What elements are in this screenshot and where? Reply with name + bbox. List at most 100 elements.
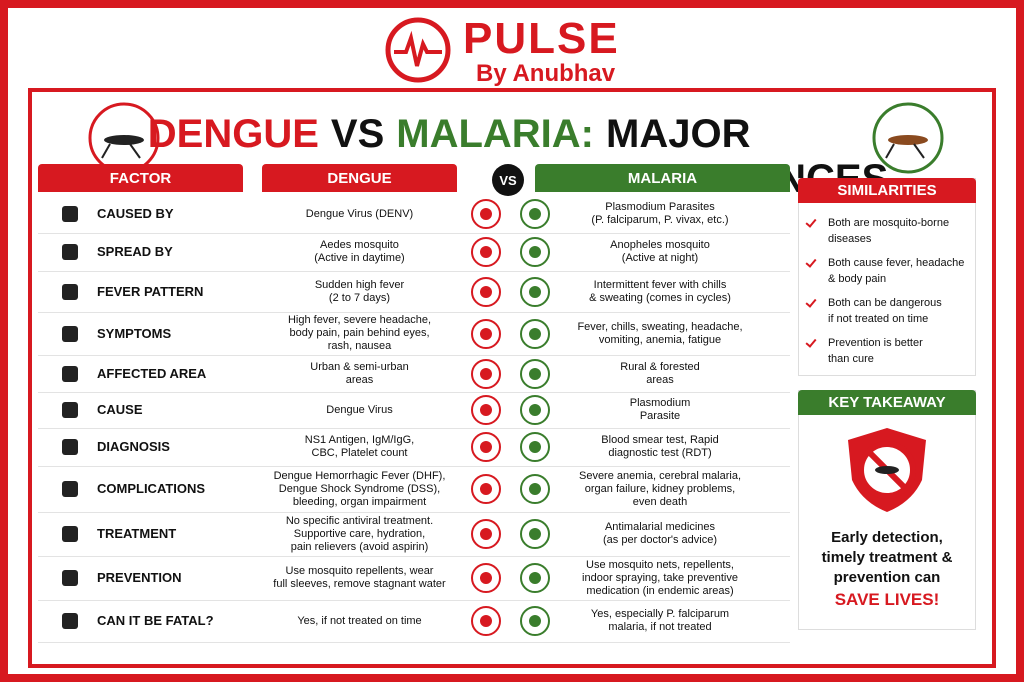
cell-line: Urban & semi-urban bbox=[310, 360, 409, 373]
cell-line: medication (in endemic areas) bbox=[586, 584, 734, 597]
cell-line: vomiting, anemia, fatigue bbox=[598, 333, 722, 346]
row-divider bbox=[38, 233, 790, 234]
dengue-row-icon bbox=[471, 199, 501, 229]
cell-line: pain relievers (avoid aspirin) bbox=[290, 540, 429, 553]
item-line: if not treated on time bbox=[828, 313, 929, 325]
cell-line: Dengue Virus bbox=[326, 403, 393, 416]
factor-label: CAUSE bbox=[97, 402, 143, 417]
malaria-cell: Anopheles mosquito (Active at night) bbox=[560, 233, 760, 271]
cell-line: NS1 Antigen, IgM/IgG, bbox=[304, 434, 415, 446]
takeaway-text: Early detection, timely treatment & preven… bbox=[798, 528, 976, 610]
header-dengue: DENGUE bbox=[262, 164, 457, 192]
malaria-cell: Plasmodium Parasites (P. falciparum, P. v… bbox=[560, 195, 760, 233]
cell-line: Anopheles mosquito bbox=[610, 239, 710, 251]
malaria-cell: Blood smear test, Rapid diagnostic test (… bbox=[560, 428, 760, 466]
malaria-row-icon bbox=[520, 237, 550, 267]
similarities-title: SIMILARITIES bbox=[798, 178, 976, 203]
factor-label: CAN IT BE FATAL? bbox=[97, 613, 214, 628]
cell-line: full sleeves, remove stagnant water bbox=[273, 578, 446, 590]
takeaway-line: timely treatment & bbox=[821, 549, 953, 566]
malaria-row-icon bbox=[520, 395, 550, 425]
malaria-row-icon bbox=[520, 606, 550, 636]
cell-line: Dengue Hemorrhagic Fever (DHF), bbox=[273, 469, 446, 482]
cell-line: (as per doctor's advice) bbox=[603, 534, 717, 546]
header-malaria: MALARIA bbox=[535, 164, 790, 192]
row-divider bbox=[38, 355, 790, 356]
factor-label: PREVENTION bbox=[97, 570, 182, 585]
factor-label: AFFECTED AREA bbox=[97, 365, 207, 381]
dengue-cell: No specific antiviral treatment. Supporti… bbox=[262, 512, 457, 556]
factor-icon bbox=[62, 365, 78, 382]
cell-line: rash, nausea bbox=[327, 340, 392, 352]
factor-icon bbox=[62, 244, 78, 260]
cell-line: organ failure, kidney problems, bbox=[584, 482, 736, 495]
brand-byline: By Anubhav bbox=[476, 60, 616, 87]
dengue-cell: Use mosquito repellents, wear full sleeve… bbox=[262, 556, 457, 600]
factor-icon bbox=[62, 570, 78, 586]
factor-icon bbox=[62, 283, 78, 300]
factor-label: CAUSED BY bbox=[97, 206, 174, 221]
item-line: Both are mosquito-borne bbox=[828, 217, 950, 229]
factor-icon bbox=[62, 206, 78, 222]
cell-line: body pain, pain behind eyes, bbox=[289, 327, 430, 339]
cell-line: even death bbox=[632, 495, 688, 508]
header-vs: VS bbox=[492, 164, 524, 196]
malaria-row-icon bbox=[520, 199, 550, 229]
malaria-row-icon bbox=[520, 563, 550, 593]
dengue-row-icon bbox=[471, 606, 501, 636]
malaria-cell: Plasmodium Parasite bbox=[560, 392, 760, 428]
row-divider bbox=[38, 392, 790, 393]
row-divider bbox=[38, 312, 790, 313]
row-divider bbox=[38, 428, 790, 429]
item-line: than cure bbox=[828, 353, 874, 365]
dengue-cell: Sudden high fever (2 to 7 days) bbox=[262, 271, 457, 312]
cell-line: diagnostic test (RDT) bbox=[608, 447, 712, 459]
cell-line: Plasmodium Parasites bbox=[605, 201, 715, 213]
factor-label: SYMPTOMS bbox=[97, 325, 172, 341]
similarity-item: Prevention is better than cure bbox=[828, 335, 923, 367]
dengue-row-icon bbox=[471, 358, 501, 389]
cell-line: Yes, if not treated on time bbox=[297, 614, 422, 627]
title-part: VS bbox=[330, 112, 385, 156]
malaria-row-icon bbox=[520, 358, 550, 389]
malaria-row-icon bbox=[520, 474, 550, 504]
dengue-row-icon bbox=[471, 276, 501, 307]
cell-line: bleeding, organ impairment bbox=[292, 495, 427, 508]
logo bbox=[385, 17, 451, 83]
cell-line: Blood smear test, Rapid bbox=[601, 434, 719, 446]
dengue-cell: High fever, severe headache, body pain, p… bbox=[262, 312, 457, 355]
cell-line: areas bbox=[345, 373, 374, 386]
factor-icon bbox=[62, 439, 78, 455]
factor-label: DIAGNOSIS bbox=[97, 439, 170, 454]
dengue-cell: NS1 Antigen, IgM/IgG, CBC, Platelet count bbox=[262, 428, 457, 466]
cell-line: Sudden high fever bbox=[314, 278, 405, 291]
dengue-row-icon bbox=[471, 318, 501, 349]
item-line: Both cause fever, headache bbox=[828, 257, 965, 269]
dengue-row-icon bbox=[471, 237, 501, 267]
factor-icon bbox=[62, 613, 78, 629]
row-divider bbox=[38, 466, 790, 467]
malaria-row-icon bbox=[520, 519, 550, 549]
malaria-row-icon bbox=[520, 432, 550, 462]
brand-name: PULSE bbox=[463, 14, 620, 63]
row-divider bbox=[38, 271, 790, 272]
cell-line: indoor spraying, take preventive bbox=[582, 571, 738, 584]
row-divider bbox=[38, 600, 790, 601]
malaria-icon bbox=[872, 102, 944, 174]
dengue-row-icon bbox=[471, 519, 501, 549]
dengue-row-icon bbox=[471, 474, 501, 504]
cell-line: Use mosquito repellents, wear bbox=[285, 565, 434, 577]
title-part: MALARIA: bbox=[396, 112, 594, 156]
header-factor: FACTOR bbox=[38, 164, 243, 192]
title-part: DENGUE bbox=[147, 112, 319, 156]
cell-line: (2 to 7 days) bbox=[328, 291, 391, 304]
row-divider bbox=[38, 642, 790, 643]
takeaway-highlight: SAVE LIVES! bbox=[834, 590, 940, 609]
malaria-cell: Intermittent fever with chills & sweating… bbox=[560, 271, 760, 312]
cell-line: Rural & forested bbox=[620, 360, 700, 373]
cell-line: Fever, chills, sweating, headache, bbox=[577, 320, 743, 333]
dengue-cell: Dengue Virus bbox=[262, 392, 457, 428]
similarity-item: Both cause fever, headache & body pain bbox=[828, 255, 964, 287]
cell-line: & sweating (comes in cycles) bbox=[589, 291, 731, 304]
